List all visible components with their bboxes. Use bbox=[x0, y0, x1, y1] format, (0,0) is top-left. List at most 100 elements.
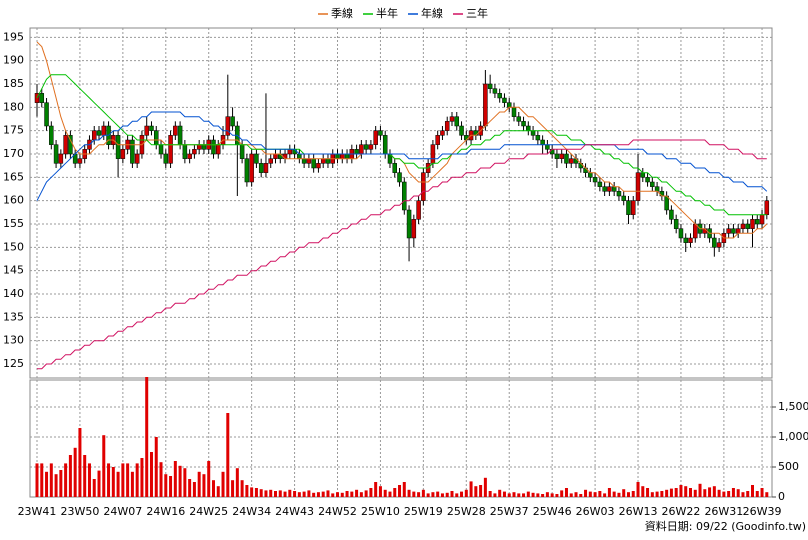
candle-body bbox=[712, 237, 717, 248]
candle-body bbox=[611, 186, 617, 192]
volume-bar bbox=[498, 489, 502, 497]
volume-bar bbox=[708, 487, 712, 497]
candle-body bbox=[588, 172, 593, 178]
volume-bar bbox=[216, 486, 220, 497]
volume-bar bbox=[731, 488, 735, 497]
volume-bar bbox=[636, 482, 640, 497]
volume-bar bbox=[164, 474, 168, 497]
volume-bar bbox=[49, 463, 53, 497]
volume-bar bbox=[469, 481, 473, 497]
volume-bar bbox=[593, 492, 597, 497]
volume-bar bbox=[417, 492, 421, 497]
candle-body bbox=[335, 153, 340, 159]
volume-tick-label: 500 bbox=[778, 460, 799, 473]
candle-body bbox=[607, 186, 612, 192]
volume-bar bbox=[240, 480, 244, 497]
volume-bar bbox=[512, 492, 516, 497]
volume-bar bbox=[488, 491, 492, 497]
volume-bar bbox=[359, 492, 363, 497]
y-tick-label: 175 bbox=[3, 124, 24, 137]
candle-body bbox=[115, 135, 121, 159]
volume-bar bbox=[83, 455, 87, 497]
x-tick-label: 26W31 bbox=[704, 505, 743, 518]
volume-bar bbox=[40, 463, 44, 497]
volume-bar bbox=[297, 492, 301, 497]
volume-bar bbox=[64, 463, 68, 497]
volume-bar bbox=[207, 461, 211, 497]
volume-bar bbox=[646, 488, 650, 497]
volume-bar bbox=[617, 492, 621, 497]
volume-bar bbox=[59, 470, 63, 497]
volume-bar bbox=[712, 486, 716, 497]
candle-body bbox=[654, 186, 660, 192]
candle-body bbox=[320, 158, 326, 164]
volume-bar bbox=[741, 492, 745, 497]
x-tick-label: 25W46 bbox=[533, 505, 572, 518]
volume-bar bbox=[288, 489, 292, 497]
legend-label: 半年 bbox=[376, 6, 398, 20]
x-tick-label: 23W50 bbox=[60, 505, 99, 518]
volume-bar bbox=[293, 491, 297, 497]
volume-bar bbox=[622, 489, 626, 497]
volume-bar bbox=[398, 485, 402, 497]
volume-bar bbox=[474, 486, 478, 497]
candle-body bbox=[511, 107, 517, 117]
candle-body bbox=[340, 153, 345, 159]
volume-bar bbox=[245, 485, 249, 497]
volume-bar bbox=[626, 492, 630, 497]
volume-bar bbox=[140, 458, 144, 497]
candle-body bbox=[640, 172, 646, 178]
candle-body bbox=[406, 209, 412, 239]
candle-body bbox=[287, 149, 293, 155]
y-tick-label: 195 bbox=[3, 30, 24, 43]
ma-line bbox=[36, 74, 767, 216]
candle-body bbox=[444, 121, 450, 131]
volume-bar bbox=[426, 493, 430, 497]
candle-body bbox=[516, 116, 522, 122]
candle-body bbox=[621, 195, 626, 201]
candle-body bbox=[96, 130, 102, 136]
x-tick-label: 24W52 bbox=[318, 505, 357, 518]
volume-bar bbox=[588, 491, 592, 497]
candle-body bbox=[39, 93, 45, 103]
x-tick-label: 26W39 bbox=[743, 505, 782, 518]
candle-body bbox=[163, 153, 169, 164]
candle-body bbox=[359, 144, 364, 155]
volume-bar bbox=[460, 491, 464, 497]
candle-body bbox=[192, 149, 197, 155]
x-tick-label: 26W22 bbox=[662, 505, 701, 518]
x-tick-label: 25W37 bbox=[490, 505, 529, 518]
candle-body bbox=[440, 130, 445, 136]
y-tick-label: 170 bbox=[3, 147, 24, 160]
volume-bar bbox=[674, 488, 678, 497]
y-tick-label: 150 bbox=[3, 240, 24, 253]
volume-bar bbox=[650, 492, 654, 497]
volume-bar bbox=[688, 488, 692, 497]
volume-bar bbox=[388, 491, 392, 497]
candle-body bbox=[645, 177, 650, 183]
candle-body bbox=[568, 158, 574, 164]
volume-bar bbox=[374, 482, 378, 497]
candle-body bbox=[497, 93, 502, 99]
volume-bar bbox=[68, 455, 72, 497]
candle-body bbox=[363, 144, 369, 150]
volume-bar bbox=[274, 491, 277, 497]
volume-bar bbox=[97, 470, 101, 497]
volume-bar bbox=[340, 492, 344, 497]
candle-body bbox=[201, 144, 207, 150]
volume-bar bbox=[102, 435, 106, 497]
candle-body bbox=[735, 228, 741, 234]
volume-bar bbox=[746, 491, 750, 497]
volume-bar bbox=[550, 493, 554, 497]
volume-bar bbox=[431, 492, 435, 497]
volume-bar bbox=[54, 474, 58, 497]
volume-bar bbox=[579, 494, 583, 497]
volume-bar bbox=[250, 487, 254, 497]
volume-bar bbox=[402, 482, 406, 497]
volume-bar bbox=[135, 463, 139, 497]
volume-bar bbox=[45, 471, 49, 497]
volume-bar bbox=[407, 489, 411, 497]
candle-body bbox=[120, 149, 126, 159]
candle-body bbox=[225, 116, 231, 136]
candle-body bbox=[254, 153, 259, 164]
